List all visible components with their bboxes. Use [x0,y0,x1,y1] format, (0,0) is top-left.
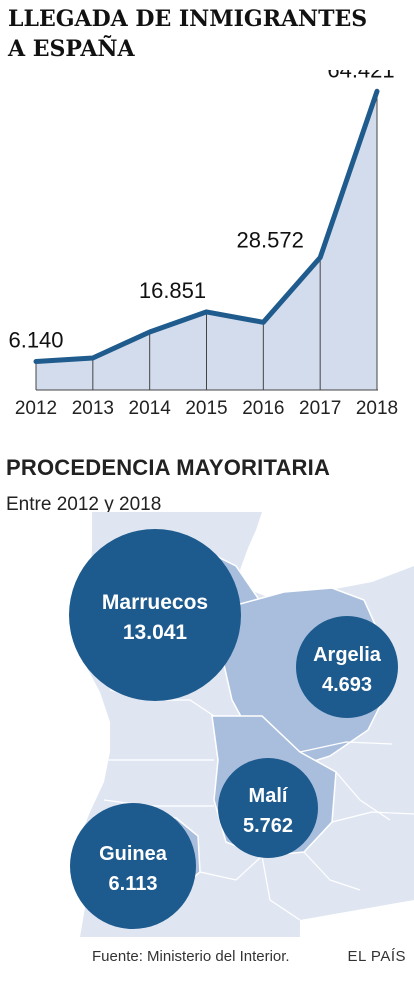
x-tick-label-2015: 2015 [185,398,227,419]
origin-subtitle: Entre 2012 y 2018 [6,494,162,515]
data-label-2015: 16.851 [139,278,206,303]
bubble-name-marruecos: Marruecos [102,591,208,614]
bubble-value-marruecos: 13.041 [123,621,188,644]
bubble-value-guinea: 6.113 [109,873,158,895]
country-border-8 [335,771,391,821]
drop-lines [35,91,378,390]
data-label-2017: 28.572 [237,228,304,253]
bubble-name-guinea: Guinea [99,843,168,865]
map-water [240,512,414,937]
bubble-name-argelia: Argelia [313,644,382,666]
x-tick-label-2012: 2012 [15,398,57,419]
x-tick-label-2018: 2018 [356,398,398,419]
bubble-argelia [296,616,398,718]
data-labels: 6.140 16.851 28.572 64.421 [8,70,394,353]
title-line-2: A ESPAÑA [8,36,135,62]
x-tick-label-2014: 2014 [129,398,172,419]
country-border-5 [331,811,414,823]
source-note: Fuente: Ministerio del Interior. [92,948,290,965]
series-line [33,88,380,364]
x-tick-labels: 2012 2013 2014 2015 2016 2017 2018 [15,398,398,419]
origin-map: Marruecos 13.041 Argelia 4.693 Malí 5.762 Guin… [69,512,414,937]
arrivals-area-chart: 2012 2013 2014 2015 2016 2017 2018 6.140 16.851… [8,70,398,419]
bubble-mal [218,758,318,858]
data-label-2018: 64.421 [327,70,394,82]
country-border-6 [261,855,301,921]
area-fill [36,91,377,391]
origin-title: PROCEDENCIA MAYORITARIA [6,455,331,480]
x-tick-label-2013: 2013 [72,398,114,419]
origin-bubbles: Marruecos 13.041 Argelia 4.693 Malí 5.762 Guin… [69,529,398,929]
country-border-7 [199,855,263,881]
mediterranean-sea [240,512,414,598]
bubble-value-mal: 5.762 [243,815,293,837]
bubble-name-mal: Malí [249,785,289,807]
bubble-guinea [70,803,196,929]
country-border-9 [303,851,361,891]
gulf-of-guinea [300,900,414,937]
country-border-4 [299,741,393,753]
chart-title: LLEGADA DE INMIGRANTES A ESPAÑA [8,4,367,64]
bubble-marruecos [69,529,241,701]
publisher-brand: EL PAÍS [347,948,406,965]
title-line-1: LLEGADA DE INMIGRANTES [8,6,368,32]
x-tick-label-2017: 2017 [299,398,341,419]
bubble-value-argelia: 4.693 [322,674,372,696]
data-label-2012: 6.140 [8,328,63,353]
x-tick-label-2016: 2016 [242,398,284,419]
